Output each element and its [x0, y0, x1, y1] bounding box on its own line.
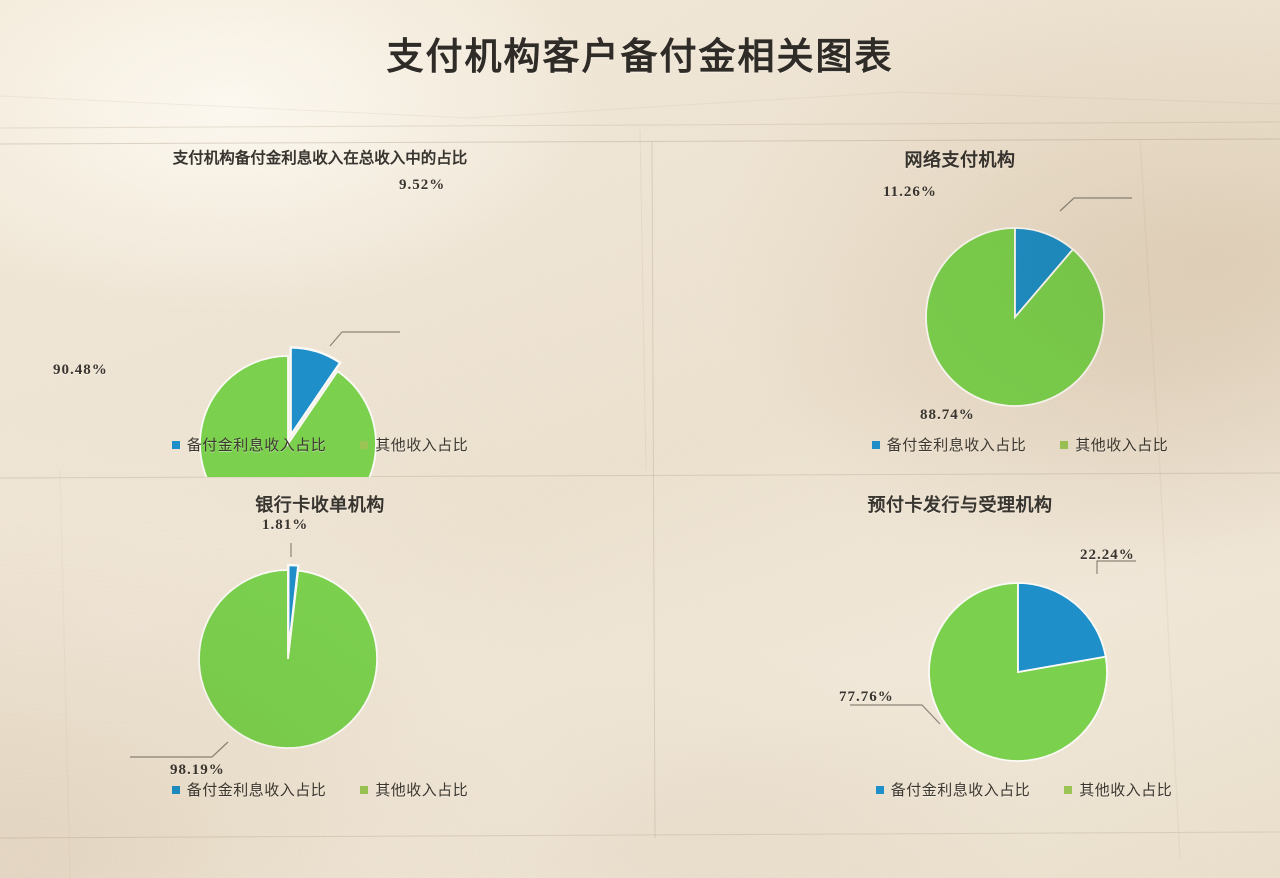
legend-swatch-blue-icon: [875, 785, 884, 794]
legend-label-blue-2: 备付金利息收入占比: [886, 438, 1027, 454]
leader-line-blue-4: [1096, 560, 1136, 574]
legend-label-blue-1: 备付金利息收入占比: [186, 438, 327, 454]
chart-panel-2: 网络支付机构 11.26% 88.74% 备付金利息收入占比 其他收入占比: [640, 132, 1280, 477]
legend-swatch-green-icon: [360, 785, 369, 794]
legend-item-green-2[interactable]: 其他收入占比: [1060, 434, 1168, 455]
leader-line-blue-2: [1059, 197, 1132, 212]
pie-slice-green-3: [198, 569, 378, 749]
legend-3: 备付金利息收入占比 其他收入占比: [0, 779, 640, 800]
chart-panel-1: 支付机构备付金利息收入在总收入中的占比 9.52% 90.48% 备付金利息收入…: [0, 132, 640, 477]
legend-2: 备付金利息收入占比 其他收入占比: [640, 434, 1280, 455]
pie-chart-2: [925, 197, 1132, 407]
pie-chart-4: [850, 560, 1136, 762]
leader-line-green-3: [130, 741, 229, 758]
leader-line-green-4: [850, 704, 941, 725]
legend-item-green-3[interactable]: 其他收入占比: [360, 779, 468, 800]
data-label-green-3: 98.19%: [170, 762, 225, 778]
legend-item-green-1[interactable]: 其他收入占比: [360, 434, 468, 455]
legend-item-blue-1[interactable]: 备付金利息收入占比: [171, 434, 327, 455]
legend-item-blue-2[interactable]: 备付金利息收入占比: [871, 434, 1027, 455]
legend-4: 备付金利息收入占比 其他收入占比: [640, 779, 1280, 800]
legend-swatch-green-icon: [1064, 785, 1073, 794]
pie-chart-1: [199, 331, 400, 477]
legend-label-green-1: 其他收入占比: [375, 438, 469, 454]
legend-label-green-4: 其他收入占比: [1079, 783, 1173, 799]
page-title: 支付机构客户备付金相关图表: [386, 37, 894, 78]
pie-chart-3: [130, 543, 378, 758]
chart-title-2: 网络支付机构: [904, 150, 1016, 170]
legend-swatch-blue-icon: [171, 785, 180, 794]
legend-swatch-blue-icon: [171, 440, 180, 449]
legend-swatch-blue-icon: [871, 440, 880, 449]
data-label-green-4: 77.76%: [839, 689, 894, 705]
legend-item-green-4[interactable]: 其他收入占比: [1064, 779, 1172, 800]
legend-label-blue-3: 备付金利息收入占比: [186, 783, 327, 799]
legend-1: 备付金利息收入占比 其他收入占比: [0, 434, 640, 455]
legend-item-blue-3[interactable]: 备付金利息收入占比: [171, 779, 327, 800]
legend-swatch-green-icon: [360, 440, 369, 449]
chart-title-4: 预付卡发行与受理机构: [867, 495, 1053, 515]
data-label-blue-2: 11.26%: [883, 184, 937, 200]
data-label-green-1: 90.48%: [53, 362, 108, 378]
data-label-green-2: 88.74%: [920, 407, 975, 423]
pie-slice-blue-1: [289, 346, 342, 440]
pie-slice-blue-3: [287, 563, 300, 655]
pie-slice-blue-2: [1014, 227, 1075, 320]
pie-slice-blue-4: [1017, 582, 1107, 674]
data-label-blue-1: 9.52%: [399, 177, 446, 193]
legend-label-green-3: 其他收入占比: [375, 783, 469, 799]
chart-panel-3: 银行卡收单机构 1.81% 98.19% 备付金利息收入占比 其他收入占比: [0, 477, 640, 822]
chart-panel-4: 预付卡发行与受理机构 22.24% 77.76% 备付金利息收入占比 其他收入占…: [640, 477, 1280, 822]
legend-swatch-green-icon: [1060, 440, 1069, 449]
legend-label-blue-4: 备付金利息收入占比: [890, 783, 1031, 799]
chart-title-3: 银行卡收单机构: [255, 495, 385, 515]
legend-label-green-2: 其他收入占比: [1075, 438, 1169, 454]
data-label-blue-4: 22.24%: [1080, 547, 1135, 563]
data-label-blue-3: 1.81%: [262, 517, 309, 533]
legend-item-blue-4[interactable]: 备付金利息收入占比: [875, 779, 1031, 800]
chart-title-1: 支付机构备付金利息收入在总收入中的占比: [172, 150, 468, 167]
pie-slice-green-1: [199, 355, 377, 477]
leader-line-blue-1: [329, 331, 400, 347]
